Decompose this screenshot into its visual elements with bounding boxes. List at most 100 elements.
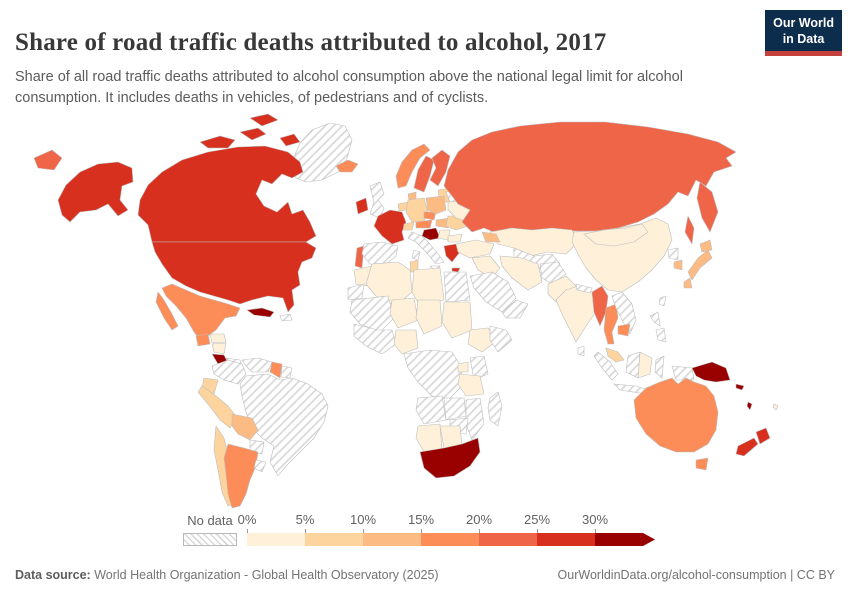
country-venezuela[interactable] [241, 357, 273, 373]
country-indonesia-sulawesi[interactable] [654, 355, 665, 379]
country-indonesia-borneo-west[interactable] [625, 351, 641, 379]
country-canada[interactable] [137, 145, 317, 243]
country-united-kingdom[interactable] [369, 181, 385, 219]
country-malaysia[interactable] [605, 347, 625, 363]
country-canada-arctic-3[interactable] [249, 113, 279, 127]
legend-segment[interactable] [363, 533, 421, 546]
country-austria[interactable] [415, 219, 433, 229]
region-laos-vietnam[interactable] [611, 291, 637, 335]
country-russia-sakhalin[interactable] [684, 215, 695, 245]
country-bulgaria[interactable] [447, 233, 463, 243]
country-zambia[interactable] [443, 397, 467, 421]
country-australia-tasmania[interactable] [695, 457, 709, 471]
country-norway[interactable] [395, 143, 431, 189]
country-peru[interactable] [197, 385, 237, 429]
country-honduras[interactable] [209, 333, 227, 344]
country-guatemala[interactable] [195, 333, 211, 347]
country-guyana[interactable] [269, 361, 283, 379]
country-thailand[interactable] [603, 303, 619, 345]
country-kazakhstan[interactable] [489, 227, 579, 257]
country-cuba[interactable] [246, 307, 275, 318]
country-western-sahara[interactable] [347, 283, 365, 301]
legend-segment[interactable] [479, 533, 537, 546]
country-sudan[interactable] [441, 301, 473, 339]
owid-logo[interactable]: Our World in Data [765, 10, 842, 57]
country-denmark[interactable] [407, 191, 417, 201]
country-hispaniola[interactable] [279, 313, 293, 322]
country-croatia[interactable] [421, 227, 441, 241]
region-west-new-guinea[interactable] [671, 365, 695, 381]
country-sri-lanka[interactable] [577, 345, 585, 357]
country-niger[interactable] [389, 297, 419, 329]
country-greece-crete[interactable] [451, 267, 461, 273]
country-canada-arctic-4[interactable] [279, 133, 301, 147]
legend-segment[interactable] [421, 533, 479, 546]
country-philippines-2[interactable] [655, 327, 667, 343]
country-solomon-islands[interactable] [735, 383, 745, 391]
country-mexico-baja[interactable] [155, 291, 179, 331]
country-south-africa[interactable] [419, 437, 481, 479]
region-west-africa[interactable] [353, 323, 397, 355]
country-namibia[interactable] [415, 423, 443, 453]
country-philippines-1[interactable] [649, 311, 661, 327]
no-data-swatch[interactable] [183, 533, 237, 546]
country-japan-honshu[interactable] [687, 249, 713, 281]
country-madagascar[interactable] [487, 391, 503, 427]
country-usa-alaska[interactable] [57, 161, 134, 223]
country-russia-chukotka-wrap[interactable] [33, 149, 63, 171]
region-caucasus[interactable] [481, 231, 501, 243]
country-finland[interactable] [429, 149, 451, 187]
legend-segment[interactable] [595, 533, 655, 546]
country-north-korea[interactable] [667, 247, 679, 261]
country-australia[interactable] [633, 377, 719, 453]
country-vanuatu[interactable] [746, 401, 753, 411]
country-japan-kyushu[interactable] [683, 277, 693, 289]
region-horn-of-africa[interactable] [489, 325, 513, 353]
country-chad[interactable] [415, 299, 443, 335]
country-new-zealand-north[interactable] [755, 427, 771, 445]
country-new-zealand-south[interactable] [735, 437, 759, 457]
country-south-korea[interactable] [673, 259, 683, 271]
footer-link[interactable]: OurWorldinData.org/alcohol-consumption |… [557, 568, 835, 582]
country-nigeria[interactable] [393, 329, 419, 355]
country-nicaragua[interactable] [211, 342, 227, 355]
country-kenya[interactable] [469, 355, 489, 381]
country-russia-kamchatka[interactable] [696, 181, 719, 233]
country-borneo-east[interactable] [637, 351, 653, 379]
country-france[interactable] [373, 209, 407, 245]
country-indonesia-sumatra[interactable] [593, 351, 619, 381]
region-central-africa[interactable] [403, 349, 463, 401]
country-uruguay[interactable] [253, 459, 267, 473]
country-colombia[interactable] [211, 359, 247, 385]
country-greenland[interactable] [292, 122, 353, 183]
legend-segment[interactable] [247, 533, 305, 546]
country-egypt[interactable] [443, 271, 471, 303]
country-russia[interactable] [443, 121, 737, 234]
country-usa[interactable] [151, 241, 317, 313]
country-uganda[interactable] [457, 361, 469, 373]
country-italy[interactable] [407, 231, 445, 265]
country-japan-hokkaido[interactable] [699, 239, 713, 253]
country-ireland[interactable] [355, 197, 369, 215]
country-cambodia[interactable] [617, 323, 631, 337]
country-fiji[interactable] [772, 403, 779, 411]
country-iran[interactable] [499, 255, 543, 291]
country-argentina[interactable] [223, 443, 259, 509]
country-mexico[interactable] [161, 283, 241, 341]
country-brazil[interactable] [239, 373, 329, 477]
country-taiwan[interactable] [658, 295, 667, 307]
country-angola[interactable] [415, 395, 447, 425]
country-mozambique[interactable] [465, 397, 485, 441]
legend-segment[interactable] [537, 533, 595, 546]
country-spain[interactable] [361, 241, 399, 267]
country-iceland[interactable] [335, 159, 359, 173]
country-greece[interactable] [443, 243, 461, 263]
country-canada-arctic-2[interactable] [239, 127, 267, 141]
country-suriname[interactable] [280, 365, 293, 379]
country-turkey[interactable] [455, 239, 495, 259]
country-nepal[interactable] [575, 283, 593, 294]
country-mongolia[interactable] [583, 223, 649, 247]
country-switzerland[interactable] [402, 221, 415, 231]
country-poland[interactable] [425, 195, 447, 215]
country-saudi-arabia[interactable] [469, 271, 517, 313]
